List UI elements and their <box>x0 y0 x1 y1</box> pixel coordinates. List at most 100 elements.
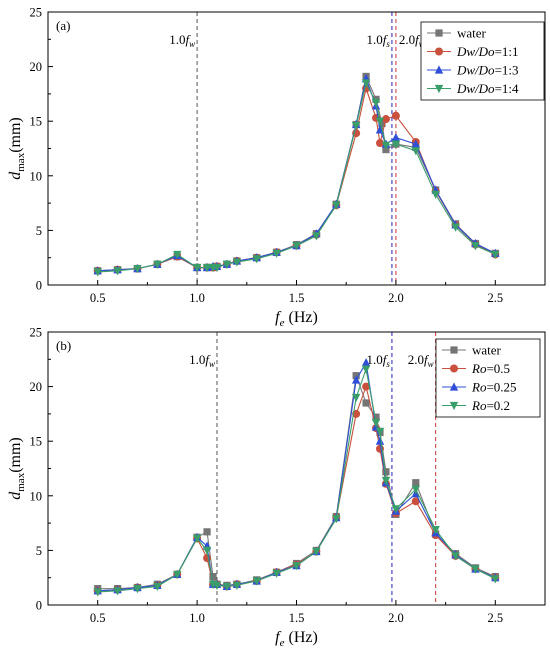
data-point <box>113 587 122 596</box>
data-point <box>411 485 420 494</box>
data-point <box>173 250 182 260</box>
data-point <box>153 582 162 592</box>
reference-label-subscript: s <box>386 359 390 369</box>
data-point <box>209 573 217 581</box>
data-point <box>292 562 301 571</box>
data-point <box>312 232 321 241</box>
legend-label-symbol: Dw/Do <box>456 63 495 78</box>
data-point <box>411 139 420 148</box>
reference-label-number: 1.0 <box>367 32 383 47</box>
legend-label: Ro=0.25 <box>471 380 517 395</box>
y-axis-unit: (mm) <box>7 437 24 473</box>
reference-label-number: 2.0 <box>408 352 424 367</box>
reference-label-symbol: f <box>185 32 191 47</box>
reference-label-subscript: w <box>189 39 195 49</box>
data-point <box>391 140 401 149</box>
x-axis-label: fe (Hz) <box>275 629 318 649</box>
reference-label-symbol: f <box>205 352 211 367</box>
data-point <box>391 132 401 142</box>
data-point <box>351 375 361 384</box>
y-axis-subscript: max <box>15 152 27 171</box>
x-axis-symbol: f <box>275 309 282 326</box>
y-axis-unit: (mm) <box>7 117 24 153</box>
reference-label-number: 2.0 <box>399 32 415 47</box>
data-point <box>371 419 381 428</box>
data-point <box>361 357 371 367</box>
legend-label: Dw/Do=1:3 <box>456 63 519 78</box>
data-point <box>312 547 321 557</box>
reference-label-symbol: f <box>415 32 421 47</box>
data-point <box>192 534 202 543</box>
legend-label-value: =1:1 <box>495 44 519 59</box>
data-point <box>93 268 102 277</box>
data-point <box>491 250 500 260</box>
panel-label: (b) <box>56 338 71 353</box>
data-point <box>382 468 390 476</box>
legend-label-symbol: Ro <box>471 398 487 413</box>
y-axis-symbol: d <box>7 171 24 180</box>
data-point <box>292 242 301 251</box>
reference-label-subscript: s <box>386 39 390 49</box>
data-point <box>332 515 341 524</box>
data-point <box>252 255 261 264</box>
data-point <box>375 139 384 148</box>
panel-a: 1.0fw1.0fs2.0fw0.51.01.52.02.50510152025… <box>7 6 546 329</box>
x-axis-unit: (Hz) <box>285 309 318 326</box>
legend-label-value: =1:4 <box>495 81 519 96</box>
data-point <box>451 552 460 561</box>
data-point <box>133 585 142 594</box>
data-point <box>332 201 341 210</box>
reference-line-label: 1.0fw <box>189 352 215 369</box>
data-point <box>362 399 370 407</box>
reference-line-label: 2.0fw <box>408 352 434 369</box>
data-point <box>381 141 391 150</box>
legend-label-text: water <box>472 343 502 358</box>
data-point <box>411 147 420 156</box>
data-point <box>375 117 385 126</box>
y-tick-label: 5 <box>36 224 42 238</box>
reference-label-subscript: w <box>209 359 215 369</box>
legend-label: Ro=0.5 <box>471 361 510 376</box>
x-axis-unit: (Hz) <box>285 629 318 646</box>
reference-line-label: 1.0fs <box>367 352 391 369</box>
data-point <box>451 223 460 232</box>
x-tick-label: 0.5 <box>90 611 106 625</box>
data-point <box>391 505 401 514</box>
x-tick-label: 0.5 <box>90 291 106 305</box>
y-tick-label: 20 <box>30 60 43 74</box>
data-point <box>192 263 202 273</box>
reference-label-subscript: w <box>428 359 434 369</box>
data-point <box>371 99 381 108</box>
y-tick-label: 5 <box>36 544 42 558</box>
reference-label-symbol: f <box>424 352 430 367</box>
legend-label-symbol: Ro <box>471 380 487 395</box>
data-point <box>381 476 391 486</box>
legend-marker <box>449 401 459 411</box>
reference-label-number: 1.0 <box>169 32 185 47</box>
legend-marker <box>435 47 443 56</box>
data-point <box>272 249 281 258</box>
data-point <box>351 121 361 131</box>
y-tick-label: 0 <box>36 599 42 613</box>
data-point <box>431 190 440 199</box>
reference-label-symbol: f <box>383 32 389 47</box>
data-point <box>471 242 480 251</box>
y-tick-label: 0 <box>36 279 42 293</box>
data-point <box>133 265 142 274</box>
x-axis-label: fe (Hz) <box>275 309 318 329</box>
legend-label: water <box>457 26 487 41</box>
y-axis-subscript: max <box>15 472 27 491</box>
legend-label-text: water <box>457 26 487 41</box>
data-point <box>113 267 122 276</box>
reference-line-label: 1.0fw <box>169 32 195 49</box>
reference-line-label: 1.0fs <box>367 32 391 49</box>
x-tick-label: 2.5 <box>487 291 503 305</box>
data-point <box>202 546 212 555</box>
legend-marker <box>434 84 444 94</box>
legend-marker <box>449 382 459 391</box>
x-axis-subscript: e <box>280 317 285 329</box>
panel-label: (a) <box>56 18 70 33</box>
x-tick-label: 2.0 <box>388 611 404 625</box>
